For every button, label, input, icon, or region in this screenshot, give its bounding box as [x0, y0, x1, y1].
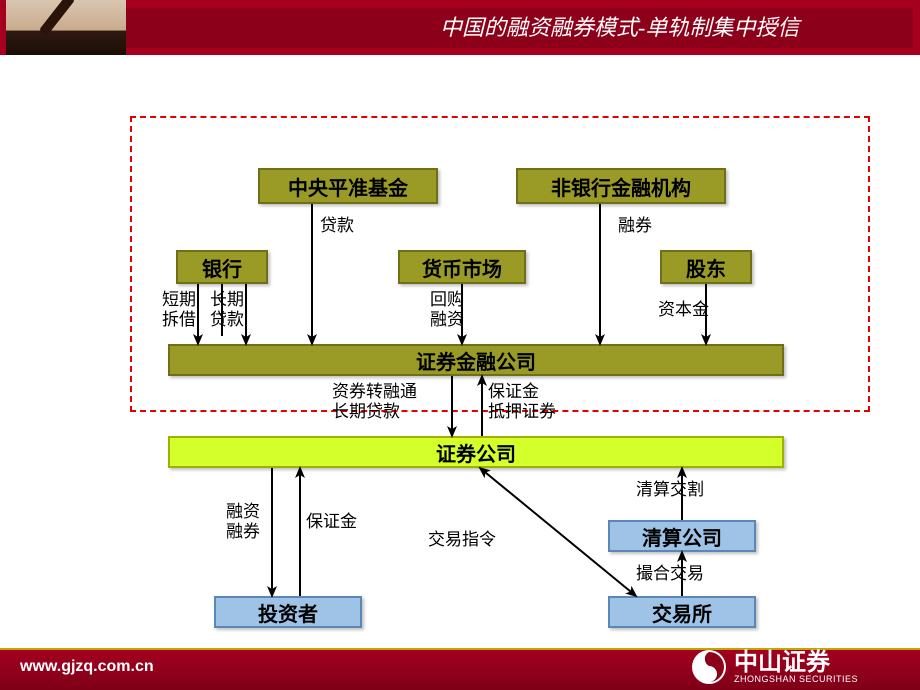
brand-cn: 中山证券: [734, 651, 858, 675]
node-clearing: 清算公司: [608, 520, 756, 552]
label-short_borrow: 短期 拆借: [162, 290, 196, 329]
label-repo: 回购 融资: [430, 290, 464, 329]
label-sec_lending: 融券: [618, 216, 652, 236]
footer-brand: 中山证券 ZHONGSHAN SECURITIES: [690, 648, 858, 686]
header-photo: [6, 0, 126, 55]
label-long_loan: 长期 贷款: [210, 290, 244, 329]
node-label-bank: 银行: [202, 253, 242, 282]
node-exchange: 交易所: [608, 596, 756, 628]
node-label-central_fund: 中央平准基金: [288, 172, 408, 201]
label-capital: 资本金: [658, 300, 709, 320]
label-order: 交易指令: [428, 530, 496, 550]
node-label-exchange: 交易所: [652, 598, 712, 627]
node-label-sec_company: 证券公司: [436, 438, 516, 467]
label-margin_trade: 融资 融券: [226, 502, 260, 541]
node-shareholder: 股东: [660, 250, 752, 284]
slide-title: 中国的融资融券模式-单轨制集中授信: [440, 15, 799, 40]
node-central_fund: 中央平准基金: [258, 168, 438, 204]
node-label-money_market: 货币市场: [422, 253, 502, 282]
label-clear_settle: 清算交割: [636, 480, 704, 500]
node-label-shareholder: 股东: [686, 253, 726, 282]
node-label-clearing: 清算公司: [642, 522, 722, 551]
label-loan: 贷款: [320, 216, 354, 236]
label-margin1: 保证金 抵押证券: [488, 382, 556, 421]
node-label-investor: 投资者: [258, 598, 318, 627]
node-money_market: 货币市场: [398, 250, 526, 284]
slide-stage: 中国的融资融券模式-单轨制集中授信 中央平准基金 非银行金融机构银行 货币市场 股东证…: [0, 0, 920, 690]
brand-en: ZHONGSHAN SECURITIES: [734, 675, 858, 684]
brand-logo-icon: [690, 648, 728, 686]
node-bank: 银行: [176, 250, 268, 284]
node-investor: 投资者: [214, 596, 362, 628]
label-match: 撮合交易: [636, 564, 704, 584]
label-relend: 资券转融通 长期贷款: [332, 382, 417, 421]
node-label-sec_finance: 证券金融公司: [416, 346, 536, 375]
node-nonbank: 非银行金融机构: [516, 168, 726, 204]
footer-url: www.gjzq.com.cn: [20, 658, 154, 676]
label-margin2: 保证金: [306, 512, 357, 532]
node-sec_finance: 证券金融公司: [168, 344, 784, 376]
node-sec_company: 证券公司: [168, 436, 784, 468]
node-label-nonbank: 非银行金融机构: [551, 172, 691, 201]
